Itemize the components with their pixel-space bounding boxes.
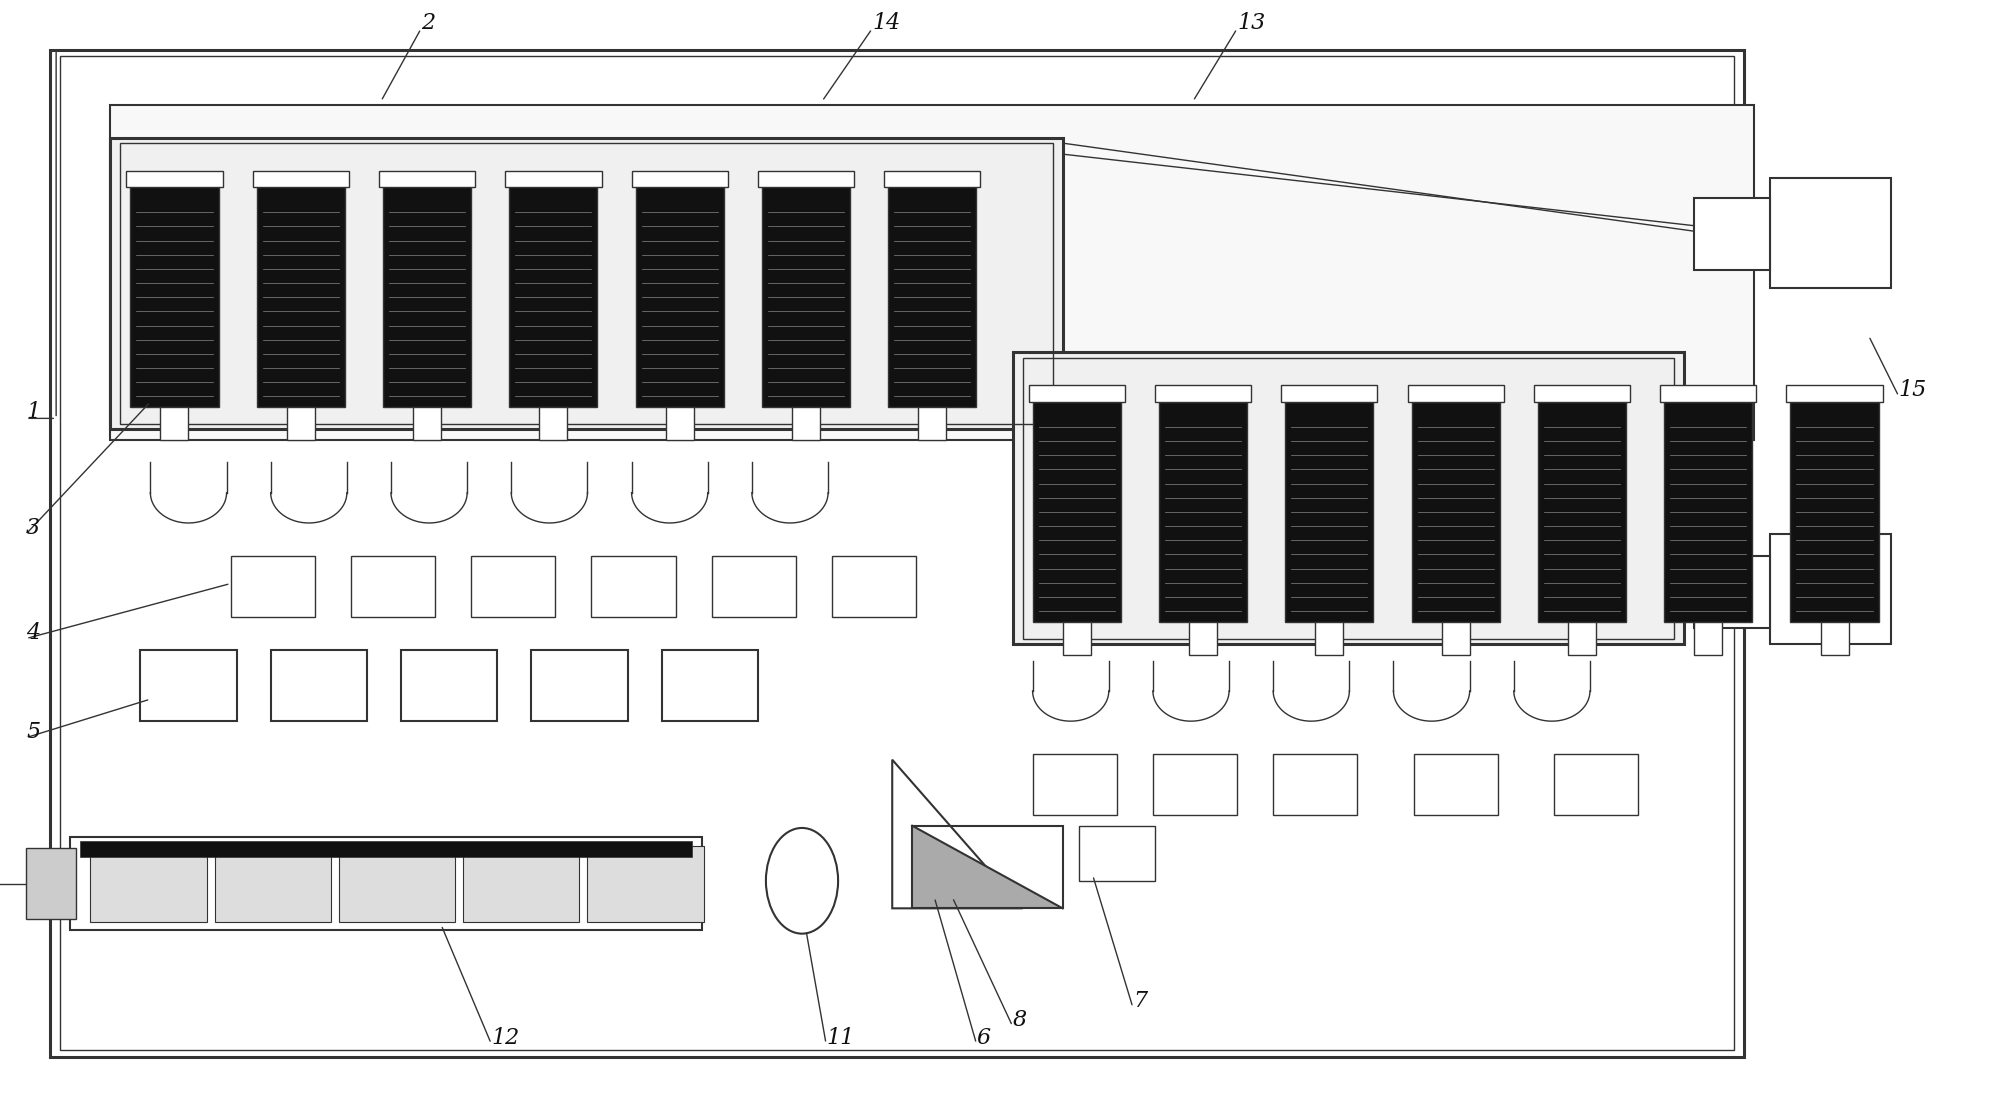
Text: 12: 12: [491, 1027, 519, 1049]
Bar: [792, 407, 820, 440]
Text: 5: 5: [26, 721, 40, 743]
Bar: [379, 171, 475, 187]
Bar: [1013, 352, 1684, 644]
Bar: [1694, 198, 1770, 270]
Bar: [339, 846, 455, 922]
Bar: [1412, 402, 1500, 622]
Bar: [130, 187, 219, 407]
Polygon shape: [912, 826, 1063, 908]
Bar: [1790, 402, 1879, 622]
Bar: [60, 56, 1734, 1050]
Text: 4: 4: [26, 622, 40, 644]
Bar: [1770, 178, 1891, 288]
Bar: [1285, 402, 1373, 622]
Bar: [1029, 385, 1125, 402]
Text: 1: 1: [26, 402, 40, 424]
Bar: [26, 848, 76, 919]
Bar: [1155, 385, 1251, 402]
Bar: [1023, 358, 1674, 639]
Bar: [70, 837, 702, 930]
Ellipse shape: [766, 828, 838, 934]
Bar: [1442, 622, 1470, 655]
Bar: [1821, 622, 1849, 655]
Bar: [662, 650, 758, 721]
Bar: [160, 407, 188, 440]
Text: 6: 6: [976, 1027, 990, 1049]
Bar: [257, 187, 345, 407]
Bar: [287, 407, 315, 440]
Bar: [1694, 556, 1770, 628]
Bar: [587, 846, 704, 922]
Bar: [1568, 622, 1596, 655]
Bar: [463, 846, 579, 922]
Bar: [1408, 385, 1504, 402]
Bar: [1538, 402, 1626, 622]
Bar: [918, 407, 946, 440]
Bar: [666, 407, 694, 440]
Bar: [401, 650, 497, 721]
Bar: [471, 556, 555, 617]
Bar: [1664, 402, 1752, 622]
Bar: [1534, 385, 1630, 402]
Text: 13: 13: [1237, 12, 1265, 34]
Bar: [712, 556, 796, 617]
Text: 3: 3: [26, 517, 40, 539]
Text: 14: 14: [872, 12, 900, 34]
Bar: [1013, 352, 1063, 374]
Text: 11: 11: [826, 1027, 854, 1049]
Bar: [1033, 754, 1117, 815]
Bar: [271, 650, 367, 721]
Text: 15: 15: [1899, 380, 1927, 402]
Bar: [120, 143, 1053, 424]
Bar: [632, 171, 728, 187]
Bar: [1063, 429, 1113, 644]
Bar: [1153, 754, 1237, 815]
Bar: [1315, 622, 1343, 655]
Bar: [758, 171, 854, 187]
Bar: [1273, 754, 1357, 815]
Bar: [1770, 534, 1891, 644]
Bar: [110, 105, 1754, 440]
Bar: [505, 171, 602, 187]
Text: 7: 7: [1133, 991, 1147, 1013]
Bar: [1189, 622, 1217, 655]
Bar: [80, 841, 692, 857]
Bar: [539, 407, 567, 440]
Text: 2: 2: [421, 12, 435, 34]
Bar: [884, 171, 980, 187]
Bar: [1694, 622, 1722, 655]
Bar: [140, 650, 237, 721]
Bar: [591, 556, 676, 617]
Bar: [1079, 826, 1155, 881]
Bar: [531, 650, 628, 721]
Bar: [1660, 385, 1756, 402]
Bar: [888, 187, 976, 407]
Bar: [351, 556, 435, 617]
Bar: [1281, 385, 1377, 402]
Bar: [90, 846, 207, 922]
Bar: [1159, 402, 1247, 622]
Bar: [1414, 754, 1498, 815]
Bar: [832, 556, 916, 617]
Text: 8: 8: [1013, 1010, 1027, 1032]
Bar: [636, 187, 724, 407]
Bar: [1033, 402, 1121, 622]
Bar: [413, 407, 441, 440]
Bar: [215, 846, 331, 922]
Bar: [1786, 385, 1883, 402]
Polygon shape: [892, 760, 1023, 908]
Bar: [383, 187, 471, 407]
Bar: [912, 826, 1063, 908]
Bar: [50, 50, 1744, 1057]
Bar: [1063, 622, 1091, 655]
Bar: [126, 171, 223, 187]
Bar: [231, 556, 315, 617]
Bar: [253, 171, 349, 187]
Bar: [1554, 754, 1638, 815]
Bar: [762, 187, 850, 407]
Bar: [509, 187, 597, 407]
Bar: [110, 138, 1063, 429]
